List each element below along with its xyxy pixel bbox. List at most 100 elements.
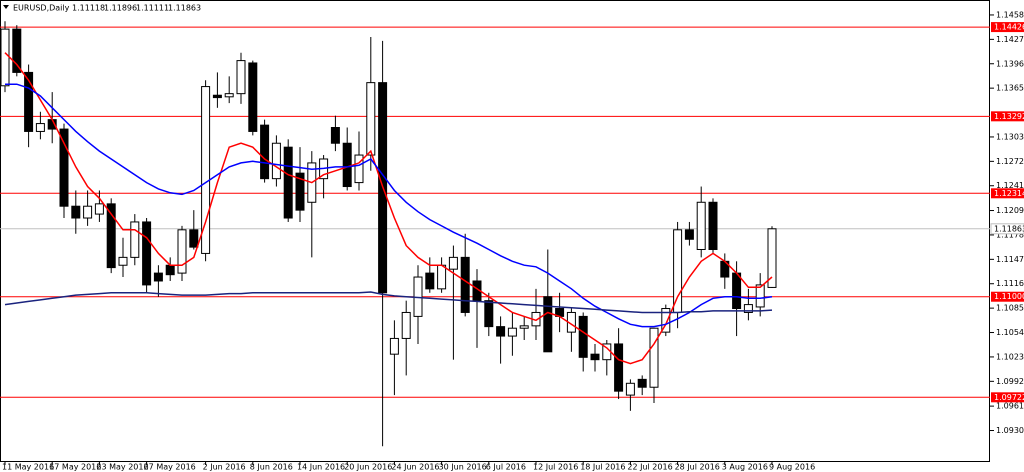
candle-body bbox=[708, 201, 718, 250]
candle-body bbox=[153, 272, 163, 282]
x-tick-label: 8 Jun 2016 bbox=[250, 463, 293, 472]
y-tick-label: 1.10545 bbox=[996, 328, 1024, 337]
y-tick-label: 1.12095 bbox=[996, 206, 1024, 215]
candle-body bbox=[673, 229, 683, 313]
x-tick-label: 11 May 2016 bbox=[2, 463, 54, 472]
candle-body bbox=[71, 205, 81, 219]
x-tick-label: 23 May 2016 bbox=[96, 463, 148, 472]
y-tick-label: 1.13650 bbox=[996, 84, 1024, 93]
candle-body bbox=[201, 86, 211, 254]
candle-body bbox=[118, 256, 128, 266]
x-tick-label: 24 Jun 2016 bbox=[391, 463, 439, 472]
candle-body bbox=[236, 60, 246, 95]
level-box bbox=[991, 111, 1024, 122]
candle-body bbox=[260, 124, 270, 180]
y-tick-label: 1.09925 bbox=[996, 377, 1024, 386]
moving-average bbox=[4, 291, 773, 314]
candle-body bbox=[496, 326, 506, 337]
y-tick-label: 1.09610 bbox=[996, 402, 1024, 411]
level-label: 1.13292 bbox=[994, 112, 1024, 121]
candle-body bbox=[743, 304, 753, 313]
y-tick-label: 1.12720 bbox=[996, 157, 1024, 166]
candle-body bbox=[401, 311, 411, 339]
level-label: 1.14426 bbox=[994, 23, 1024, 32]
y-tick-label: 1.11785 bbox=[996, 230, 1024, 239]
candle-body bbox=[696, 201, 706, 250]
header-arrow bbox=[3, 5, 9, 9]
candle-body bbox=[590, 353, 600, 361]
y-tick-label: 1.10855 bbox=[996, 304, 1024, 313]
candle-body bbox=[295, 172, 305, 211]
y-tick-label: 1.10235 bbox=[996, 352, 1024, 361]
candle-body bbox=[342, 142, 352, 188]
candle-body bbox=[189, 229, 199, 248]
candle-body bbox=[283, 146, 293, 219]
candle-body bbox=[12, 28, 22, 73]
y-tick-label: 1.12410 bbox=[996, 181, 1024, 190]
y-tick-label: 1.09300 bbox=[996, 426, 1024, 435]
candle-body bbox=[637, 378, 647, 388]
x-tick-label: 17 May 2016 bbox=[49, 463, 101, 472]
y-tick-label: 1.11165 bbox=[996, 279, 1024, 288]
x-tick-label: 22 Jul 2016 bbox=[627, 463, 672, 472]
y-tick-label: 1.14580 bbox=[996, 10, 1024, 19]
candle-body bbox=[519, 325, 529, 329]
level-label: 1.09722 bbox=[994, 393, 1024, 402]
plot-frame bbox=[0, 0, 990, 462]
y-tick-label: 1.13960 bbox=[996, 59, 1024, 68]
current-price-box bbox=[990, 223, 1024, 235]
x-tick-label: 27 May 2016 bbox=[144, 463, 196, 472]
x-tick-label: 20 Jun 2016 bbox=[344, 463, 392, 472]
x-tick-label: 30 Jun 2016 bbox=[439, 463, 487, 472]
x-tick-label: 28 Jul 2016 bbox=[675, 463, 720, 472]
candle-body bbox=[94, 203, 104, 215]
moving-average bbox=[4, 52, 773, 365]
candle-body bbox=[661, 308, 671, 333]
candle-body bbox=[130, 221, 140, 258]
candle-body bbox=[59, 128, 69, 207]
header-value: 1.11896 bbox=[104, 4, 137, 13]
candle-body bbox=[484, 300, 494, 328]
candle-body bbox=[437, 264, 447, 290]
x-tick-label: 2 Jun 2016 bbox=[203, 463, 246, 472]
candle-body bbox=[425, 272, 435, 290]
candle-body bbox=[507, 327, 517, 337]
candle-body bbox=[330, 127, 340, 144]
y-tick-label: 1.11475 bbox=[996, 255, 1024, 264]
level-label: 1.11000 bbox=[994, 292, 1024, 301]
y-tick-label: 1.14270 bbox=[996, 35, 1024, 44]
candle-body bbox=[177, 229, 187, 274]
header-value: 1.11118 bbox=[72, 4, 105, 13]
level-box bbox=[991, 22, 1024, 33]
candle-body bbox=[460, 256, 470, 313]
x-tick-label: 9 Aug 2016 bbox=[769, 463, 815, 472]
x-tick-label: 14 Jun 2016 bbox=[297, 463, 345, 472]
candle-body bbox=[755, 284, 765, 308]
candle-body bbox=[543, 296, 553, 353]
candle-body bbox=[0, 28, 10, 87]
candle-body bbox=[106, 203, 116, 269]
candle-body bbox=[448, 256, 458, 270]
candle-body bbox=[366, 82, 376, 156]
candle-body bbox=[142, 221, 152, 286]
candle-body bbox=[389, 337, 399, 355]
header-value: 1.11111 bbox=[136, 4, 169, 13]
x-tick-label: 3 Aug 2016 bbox=[722, 463, 768, 472]
candle-body bbox=[248, 62, 258, 132]
candle-body bbox=[354, 154, 364, 184]
candle-body bbox=[224, 93, 234, 98]
level-box bbox=[991, 392, 1024, 403]
candle-body bbox=[212, 94, 222, 99]
candle-body bbox=[732, 272, 742, 310]
level-box bbox=[991, 291, 1024, 302]
moving-average bbox=[5, 83, 773, 328]
y-tick-label: 1.13030 bbox=[996, 132, 1024, 141]
candle-body bbox=[271, 142, 281, 180]
header-value: 1.11863 bbox=[168, 4, 201, 13]
header-symbol: EURUSD,Daily bbox=[13, 4, 70, 13]
level-label: 1.12314 bbox=[994, 189, 1024, 198]
candle-body bbox=[649, 327, 659, 388]
candle-body bbox=[165, 264, 175, 276]
current-price-label: 1.11863 bbox=[994, 224, 1024, 233]
